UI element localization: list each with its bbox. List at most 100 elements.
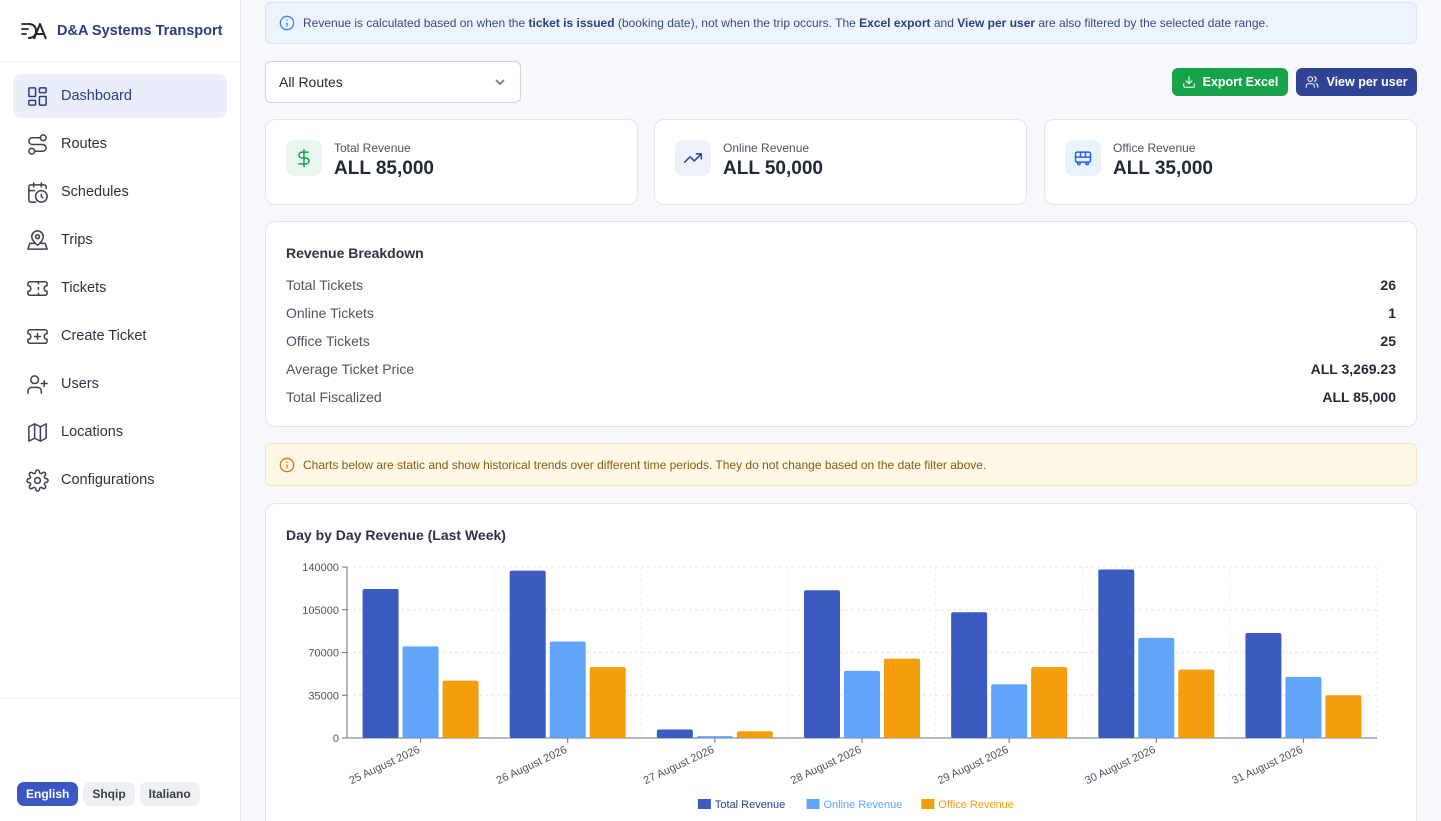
sidebar-item-label: Trips xyxy=(61,232,93,248)
sidebar-item-label: Create Ticket xyxy=(61,328,147,344)
x-tick-label: 26 August 2026 xyxy=(495,744,569,787)
warning-text: Charts below are static and show histori… xyxy=(303,457,987,472)
sidebar-item-routes[interactable]: Routes xyxy=(13,122,227,166)
sidebar-item-dashboard[interactable]: Dashboard xyxy=(13,74,227,118)
stat-value: ALL 35,000 xyxy=(1113,158,1213,179)
breakdown-row: Online Tickets 1 xyxy=(286,305,1396,321)
route-select[interactable]: All Routes xyxy=(265,61,521,103)
bus-icon xyxy=(1065,140,1101,176)
breakdown-row: Office Tickets 25 xyxy=(286,333,1396,349)
sidebar-item-tickets[interactable]: Tickets xyxy=(13,266,227,310)
trending-up-icon xyxy=(675,140,711,176)
bar xyxy=(509,570,546,738)
bar xyxy=(884,658,920,738)
route-select-value: All Routes xyxy=(279,74,343,90)
daily-revenue-chart-card: Day by Day Revenue (Last Week) 0 35000 700… xyxy=(265,503,1417,821)
sidebar-item-create-ticket[interactable]: Create Ticket xyxy=(13,314,227,358)
lang-shqip-button[interactable]: Shqip xyxy=(83,782,135,806)
sidebar-item-configurations[interactable]: Configurations xyxy=(13,458,227,502)
view-per-user-button[interactable]: View per user xyxy=(1296,68,1417,96)
bar xyxy=(442,680,479,738)
download-icon xyxy=(1182,76,1195,88)
users-icon xyxy=(1306,76,1319,88)
map-icon xyxy=(25,420,49,444)
sidebar-item-users[interactable]: Users xyxy=(13,362,227,406)
routes-icon xyxy=(25,132,49,156)
breakdown-row: Total Tickets 26 xyxy=(286,277,1396,293)
brand[interactable]: D&A Systems Transport xyxy=(0,0,240,62)
sidebar-item-label: Tickets xyxy=(61,280,107,296)
info-icon xyxy=(279,15,295,31)
lang-english-button[interactable]: English xyxy=(17,782,79,806)
bar xyxy=(362,588,399,738)
x-tick-label: 31 August 2026 xyxy=(1230,744,1304,787)
sidebar-item-label: Dashboard xyxy=(61,88,132,104)
sidebar: D&A Systems Transport Dashboard Routes S… xyxy=(0,0,241,821)
bar xyxy=(1138,637,1175,738)
y-tick-label: 105000 xyxy=(302,605,339,617)
breakdown-row: Average Ticket Price ALL 3,269.23 xyxy=(286,361,1396,377)
bar xyxy=(844,670,880,738)
sidebar-item-label: Configurations xyxy=(61,472,155,488)
brand-logo-icon xyxy=(21,22,47,39)
ticket-icon xyxy=(25,276,49,300)
y-tick-label: 70000 xyxy=(308,648,339,660)
bar xyxy=(1285,676,1322,738)
bar xyxy=(1031,667,1068,738)
warning-info-icon xyxy=(279,457,295,472)
legend-swatch xyxy=(697,799,711,809)
bar xyxy=(402,646,439,738)
bar xyxy=(696,736,733,738)
legend-label: Online Revenue xyxy=(824,799,903,811)
stat-label: Online Revenue xyxy=(723,141,810,155)
bar xyxy=(804,590,840,738)
sidebar-item-schedules[interactable]: Schedules xyxy=(13,170,227,214)
stat-label: Total Revenue xyxy=(334,141,411,155)
sidebar-item-locations[interactable]: Locations xyxy=(13,410,227,454)
user-plus-icon xyxy=(25,372,49,396)
daily-revenue-chart: 0 35000 70000 105000 140000 25 August 2026 26 … xyxy=(302,562,1378,811)
info-banner-text: Revenue is calculated based on when the … xyxy=(303,16,1269,30)
bar xyxy=(736,731,773,738)
legend-label: Office Revenue xyxy=(938,799,1014,811)
y-tick-label: 35000 xyxy=(308,690,339,702)
bar xyxy=(991,684,1028,738)
lang-italiano-button[interactable]: Italiano xyxy=(139,782,200,806)
calendar-clock-icon xyxy=(25,180,49,204)
bar xyxy=(1325,695,1362,738)
bar xyxy=(1178,669,1215,738)
stat-value: ALL 85,000 xyxy=(334,158,434,179)
bar xyxy=(1245,632,1282,738)
dashboard-icon xyxy=(25,84,49,108)
sidebar-item-trips[interactable]: Trips xyxy=(13,218,227,262)
y-tick-label: 0 xyxy=(333,733,339,745)
ticket-plus-icon xyxy=(25,324,49,348)
stat-label: Office Revenue xyxy=(1113,141,1196,155)
export-excel-button[interactable]: Export Excel xyxy=(1172,68,1288,96)
bar xyxy=(549,641,586,738)
chevron-down-icon xyxy=(495,79,505,86)
sidebar-item-label: Schedules xyxy=(61,184,129,200)
breakdown-row: Total Fiscalized ALL 85,000 xyxy=(286,389,1396,405)
bar xyxy=(656,729,693,738)
legend-swatch xyxy=(921,799,935,809)
brand-name: D&A Systems Transport xyxy=(57,22,223,39)
x-tick-label: 30 August 2026 xyxy=(1083,744,1157,787)
gear-icon xyxy=(25,468,49,492)
map-pin-icon xyxy=(25,228,49,252)
y-tick-label: 140000 xyxy=(302,562,339,574)
stat-card-office-revenue: Office Revenue ALL 35,000 xyxy=(1044,119,1417,205)
legend-swatch xyxy=(806,799,820,809)
language-switcher: English Shqip Italiano xyxy=(17,782,200,806)
stat-card-total-revenue: Total Revenue ALL 85,000 xyxy=(265,119,638,205)
bar xyxy=(589,667,626,738)
sidebar-nav: Dashboard Routes Schedules Trips Tickets… xyxy=(0,62,240,502)
stat-value: ALL 50,000 xyxy=(723,158,823,179)
breakdown-title: Revenue Breakdown xyxy=(286,245,424,261)
bar xyxy=(1098,569,1135,738)
dollar-icon xyxy=(286,140,322,176)
stat-card-online-revenue: Online Revenue ALL 50,000 xyxy=(654,119,1027,205)
sidebar-item-label: Users xyxy=(61,376,99,392)
legend-label: Total Revenue xyxy=(715,799,785,811)
warning-banner: Charts below are static and show histori… xyxy=(265,443,1417,486)
